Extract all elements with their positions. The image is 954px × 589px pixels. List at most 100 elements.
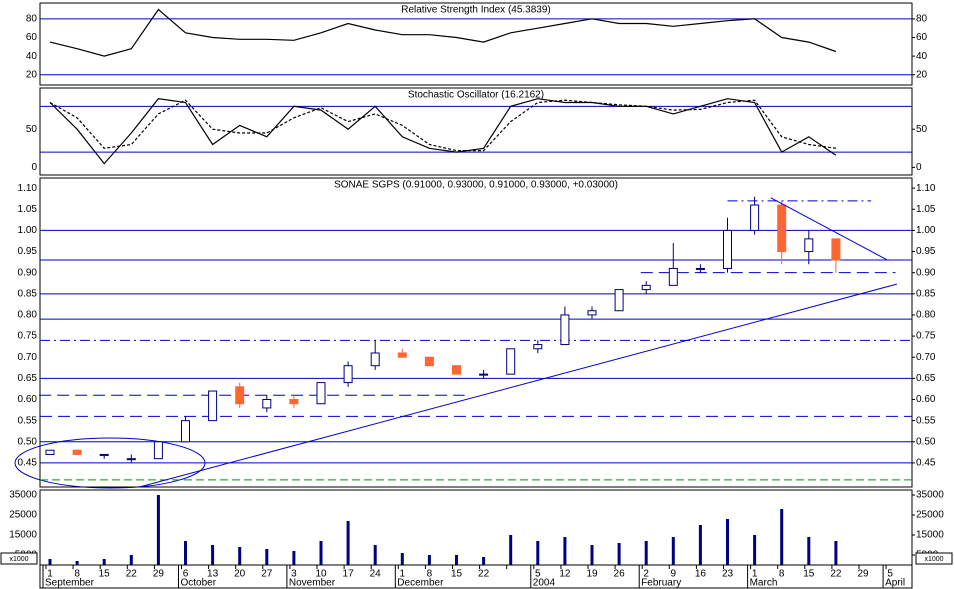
- month-label: October: [181, 578, 217, 589]
- panel-frame: [39, 87, 913, 176]
- candle-body: [804, 238, 814, 253]
- candle-body: [614, 289, 624, 312]
- candle-body: [750, 204, 760, 231]
- x-tick-label: 27: [261, 569, 273, 580]
- month-label: December: [397, 578, 444, 589]
- month-label: September: [45, 578, 95, 589]
- x-tick-label: 13: [207, 569, 219, 580]
- panel-frame: [39, 177, 913, 488]
- x-tick-label: 3: [291, 569, 297, 580]
- y-tick-label: 25000: [916, 510, 944, 521]
- volume-bar: [780, 509, 784, 565]
- y-tick-label: 0.55: [18, 415, 38, 426]
- y-tick-label: 40: [916, 51, 928, 62]
- y-tick-label: 0.70: [916, 352, 936, 363]
- volume-bar: [671, 537, 675, 565]
- x-tick-label: 8: [779, 569, 785, 580]
- y-tick-label: 0: [31, 162, 37, 173]
- y-tick-label: 0.60: [916, 394, 936, 405]
- x-tick-label: 22: [830, 569, 842, 580]
- x-tick-label: 20: [234, 569, 246, 580]
- y-tick-label: 0.75: [916, 331, 936, 342]
- volume-bar: [156, 495, 160, 565]
- candle-body: [289, 398, 299, 405]
- x-tick-label: 22: [478, 569, 490, 580]
- y-tick-label: 1.00: [916, 225, 936, 236]
- candle-body: [208, 390, 218, 422]
- y-tick-label: 1.10: [18, 183, 38, 194]
- x-tick-label: 17: [343, 569, 355, 580]
- y-tick-label: 25000: [9, 510, 37, 521]
- volume-bar: [102, 559, 106, 565]
- candle-body: [452, 365, 461, 375]
- unit-label: x1000: [924, 556, 943, 563]
- y-tick-label: 20: [916, 69, 928, 80]
- volume-bar: [427, 555, 431, 565]
- x-tick-label: 23: [722, 569, 734, 580]
- x-tick-label: 22: [126, 569, 138, 580]
- y-tick-label: 60: [916, 32, 928, 43]
- x-tick-label: 29: [153, 569, 165, 580]
- x-tick-label: 15: [99, 569, 111, 580]
- panel-title: Stochastic Oscillator (16.2162): [408, 90, 544, 101]
- y-tick-label: 80: [916, 13, 928, 24]
- y-tick-label: 0.85: [18, 288, 38, 299]
- y-tick-label: 35000: [916, 490, 944, 501]
- volume-bar: [129, 555, 133, 565]
- y-tick-label: 0.50: [18, 436, 38, 447]
- volume-bar: [211, 545, 215, 565]
- x-tick-label: 1: [47, 569, 53, 580]
- x-axis-frame: [39, 564, 913, 589]
- y-tick-label: 40: [26, 51, 38, 62]
- candle-body: [72, 449, 82, 455]
- trendline: [139, 283, 898, 488]
- y-tick-label: 0.55: [916, 415, 936, 426]
- volume-bar: [75, 561, 79, 565]
- y-tick-label: 0.90: [18, 267, 38, 278]
- month-label: February: [641, 578, 681, 589]
- volume-bar: [48, 559, 52, 565]
- candle-body: [479, 373, 489, 376]
- y-tick-label: 15000: [9, 530, 37, 541]
- x-tick-label: 5: [535, 569, 541, 580]
- month-label: April: [885, 578, 905, 589]
- y-tick-label: 20: [26, 69, 38, 80]
- candle-body: [668, 267, 678, 286]
- y-tick-label: 0.45: [18, 458, 38, 469]
- y-tick-label: 1.10: [916, 183, 936, 194]
- panel-title: Relative Strength Index (45.3839): [401, 5, 551, 16]
- y-tick-label: 60: [26, 32, 38, 43]
- candle-body: [153, 441, 163, 460]
- panel-title: SONAE SGPS (0.91000, 0.93000, 0.91000, 0…: [334, 180, 618, 191]
- y-tick-label: 0.80: [18, 310, 38, 321]
- volume-bar: [590, 545, 594, 565]
- candle-body: [587, 310, 597, 316]
- candle-body: [506, 348, 516, 375]
- x-tick-label: 15: [451, 569, 463, 580]
- x-tick-label: 2: [643, 569, 649, 580]
- volume-bar: [536, 541, 540, 565]
- trendline: [770, 197, 888, 261]
- y-tick-label: 80: [26, 13, 38, 24]
- candle-body: [370, 352, 380, 367]
- x-tick-label: 6: [183, 569, 189, 580]
- y-tick-label: 0.80: [916, 310, 936, 321]
- volume-bar: [292, 551, 296, 565]
- volume-bar: [753, 535, 757, 565]
- volume-bar: [455, 555, 458, 565]
- candle-body: [695, 267, 705, 270]
- volume-bar: [184, 541, 187, 565]
- y-tick-label: 0.65: [18, 373, 38, 384]
- candle-body: [777, 204, 787, 253]
- volume-bar: [265, 549, 269, 565]
- volume-bar: [400, 553, 404, 565]
- candle-body: [181, 420, 190, 443]
- volume-bar: [834, 541, 838, 565]
- x-tick-label: 24: [370, 569, 382, 580]
- y-tick-label: 0.95: [18, 246, 38, 257]
- y-tick-label: 1.05: [18, 204, 38, 215]
- y-tick-label: 0.60: [18, 394, 38, 405]
- x-tick-label: 1: [752, 569, 758, 580]
- y-tick-label: 0.85: [916, 288, 936, 299]
